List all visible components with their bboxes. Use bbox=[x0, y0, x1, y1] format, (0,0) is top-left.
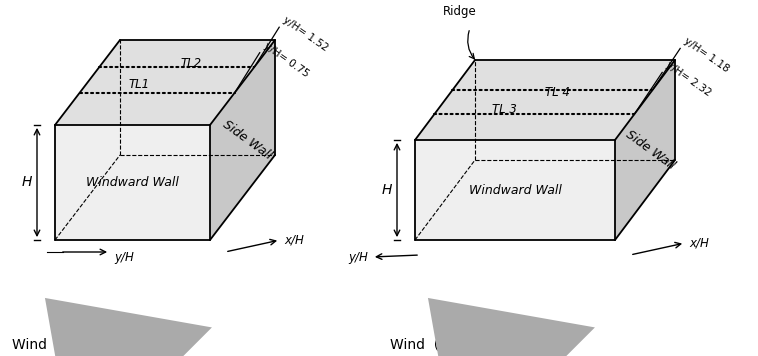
Text: H: H bbox=[382, 183, 392, 197]
Text: y/H: y/H bbox=[348, 251, 368, 263]
Polygon shape bbox=[210, 40, 275, 240]
Polygon shape bbox=[55, 40, 275, 125]
Polygon shape bbox=[415, 140, 615, 240]
Text: y/H= 1.18: y/H= 1.18 bbox=[682, 36, 731, 75]
Text: TL 4: TL 4 bbox=[545, 86, 570, 99]
Text: x/H: x/H bbox=[689, 236, 709, 250]
Polygon shape bbox=[415, 60, 675, 140]
Polygon shape bbox=[55, 125, 210, 240]
Text: x/H: x/H bbox=[284, 234, 304, 246]
Text: TL1: TL1 bbox=[129, 78, 150, 91]
Text: y/H: y/H bbox=[114, 251, 134, 264]
Text: Windward Wall: Windward Wall bbox=[86, 176, 179, 189]
Text: TL2: TL2 bbox=[180, 57, 202, 70]
Polygon shape bbox=[615, 60, 675, 240]
Text: y/H= 0.75: y/H= 0.75 bbox=[262, 41, 311, 79]
Text: y/H= 2.32: y/H= 2.32 bbox=[664, 60, 713, 99]
Text: Windward Wall: Windward Wall bbox=[468, 183, 562, 197]
Text: Ridge: Ridge bbox=[443, 5, 477, 18]
Text: Wind  (α = 90º): Wind (α = 90º) bbox=[390, 338, 498, 352]
Text: y/H= 1.52: y/H= 1.52 bbox=[281, 15, 330, 53]
Text: Side Wall: Side Wall bbox=[623, 128, 677, 172]
Text: TL 3: TL 3 bbox=[492, 103, 517, 116]
Text: Side Wall: Side Wall bbox=[221, 118, 274, 162]
Text: H: H bbox=[22, 176, 32, 189]
Text: Wind  (α = 0º): Wind (α = 0º) bbox=[12, 338, 111, 352]
